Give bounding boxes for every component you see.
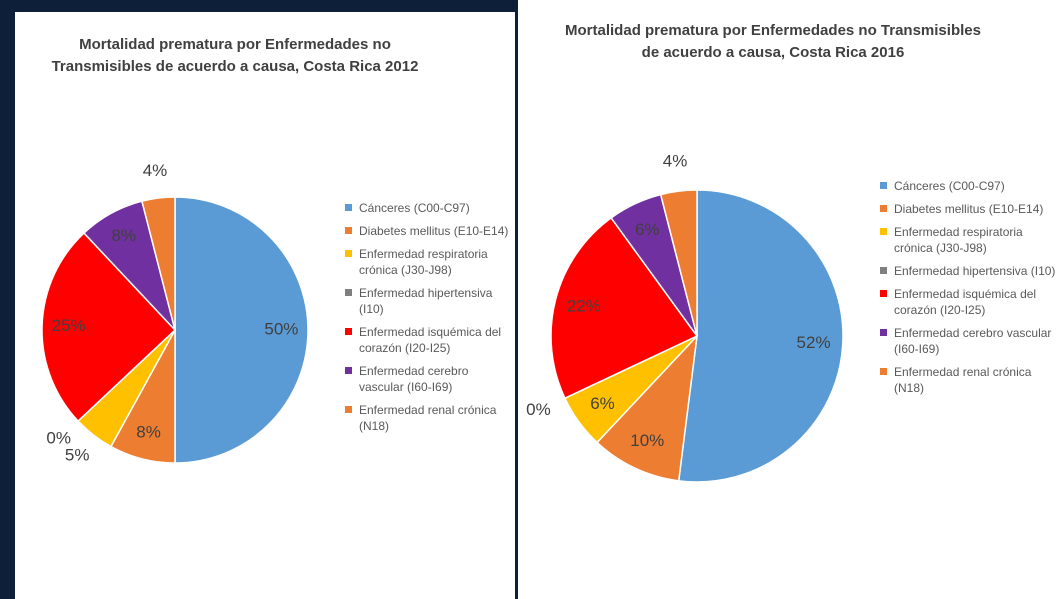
- legend-label: Enfermedad isquémica del corazón (I20-I2…: [359, 325, 502, 355]
- legend-label: Cánceres (C00-C97): [894, 179, 1005, 193]
- legend-swatch: [345, 406, 352, 413]
- data-label: 0%: [46, 429, 71, 448]
- legend-label: Cánceres (C00-C97): [359, 201, 470, 215]
- legend-swatch: [345, 289, 352, 296]
- legend-swatch: [880, 329, 887, 336]
- legend-swatch: [345, 328, 352, 335]
- legend-swatch: [880, 267, 887, 274]
- legend-label: Diabetes mellitus (E10-E14): [894, 202, 1044, 216]
- legend-label: Enfermedad isquémica del corazón (I20-I2…: [894, 287, 1037, 317]
- pie-slice: [595, 333, 699, 482]
- legend-item: Diabetes mellitus (E10-E14): [345, 223, 515, 239]
- data-label: 6%: [590, 394, 615, 413]
- pie-slice: [141, 196, 176, 331]
- legend-label: Diabetes mellitus (E10-E14): [359, 224, 509, 238]
- legend-item: Diabetes mellitus (E10-E14): [880, 201, 1058, 217]
- chart-panel: Mortalidad prematura por Enfermedades no…: [518, 0, 1058, 599]
- data-label: 25%: [52, 316, 86, 335]
- chart-title: Mortalidad prematura por Enfermedades no…: [51, 36, 419, 75]
- pie-chart: 52% 10% 6% 0% 22% 6% 4%: [526, 152, 844, 483]
- pie-slice: [659, 189, 698, 337]
- legend-item: Enfermedad respiratoria crónica (J30-J98…: [345, 246, 515, 278]
- legend: Cánceres (C00-C97) Diabetes mellitus (E10…: [880, 178, 1058, 403]
- legend: Cánceres (C00-C97) Diabetes mellitus (E10…: [345, 200, 515, 441]
- legend-item: Cánceres (C00-C97): [880, 178, 1058, 194]
- data-label: 50%: [264, 319, 298, 338]
- pie-slice: [550, 216, 699, 400]
- pie-slice: [677, 189, 844, 483]
- data-label: 52%: [797, 333, 831, 352]
- legend-swatch: [880, 228, 887, 235]
- legend-swatch: [880, 182, 887, 189]
- pie-slice: [41, 231, 177, 423]
- legend-label: Enfermedad renal crónica (N18): [894, 365, 1032, 395]
- chart-title: Mortalidad prematura por Enfermedades no…: [565, 22, 981, 61]
- legend-item: Enfermedad renal crónica (N18): [345, 402, 515, 434]
- data-label: 5%: [65, 446, 90, 465]
- legend-label: Enfermedad respiratoria crónica (J30-J98…: [359, 247, 488, 277]
- legend-item: Enfermedad cerebro vascular (I60-I69): [880, 325, 1058, 357]
- pie-slice: [174, 196, 309, 464]
- data-label: 8%: [136, 423, 161, 442]
- legend-item: Enfermedad isquémica del corazón (I20-I2…: [345, 324, 515, 356]
- data-label: 10%: [630, 431, 664, 450]
- legend-swatch: [345, 204, 352, 211]
- legend-item: Enfermedad hipertensiva (I10): [880, 263, 1058, 279]
- legend-swatch: [345, 250, 352, 257]
- legend-item: Enfermedad respiratoria crónica (J30-J98…: [880, 224, 1058, 256]
- pie-chart: 50% 8% 5%0% 25% 8% 4%: [41, 161, 309, 465]
- data-label: 0%: [526, 400, 551, 419]
- data-label: 8%: [111, 226, 136, 245]
- data-label: 6%: [635, 220, 660, 239]
- legend-item: Cánceres (C00-C97): [345, 200, 515, 216]
- legend-item: Enfermedad cerebro vascular (I60-I69): [345, 363, 515, 395]
- legend-label: Enfermedad respiratoria crónica (J30-J98…: [894, 225, 1023, 255]
- legend-label: Enfermedad cerebro vascular (I60-I69): [359, 364, 469, 394]
- chart-panel: Mortalidad prematura por Enfermedades no…: [15, 12, 515, 599]
- legend-label: Enfermedad hipertensiva (I10): [894, 264, 1056, 278]
- legend-swatch: [880, 368, 887, 375]
- legend-label: Enfermedad renal crónica (N18): [359, 403, 497, 433]
- legend-swatch: [880, 290, 887, 297]
- data-label: 4%: [663, 152, 688, 171]
- data-label: 22%: [567, 296, 601, 315]
- legend-swatch: [880, 205, 887, 212]
- legend-item: Enfermedad renal crónica (N18): [880, 364, 1058, 396]
- legend-item: Enfermedad isquémica del corazón (I20-I2…: [880, 286, 1058, 318]
- legend-label: Enfermedad hipertensiva (I10): [359, 286, 493, 316]
- legend-item: Enfermedad hipertensiva (I10): [345, 285, 515, 317]
- data-label: 4%: [143, 161, 168, 180]
- legend-swatch: [345, 367, 352, 374]
- legend-swatch: [345, 227, 352, 234]
- legend-label: Enfermedad cerebro vascular (I60-I69): [894, 326, 1052, 356]
